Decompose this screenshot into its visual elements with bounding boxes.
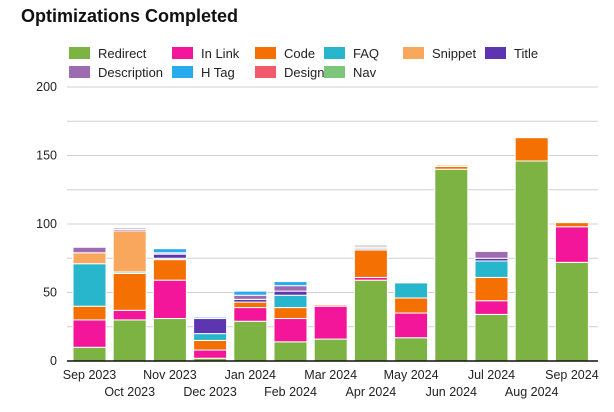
y-tick-label: 50 <box>43 286 57 300</box>
bar-segment-code <box>514 137 549 162</box>
bar-segment-h-tag <box>273 281 308 287</box>
x-tick-label: Aug 2024 <box>505 385 559 399</box>
x-tick-label: Mar 2024 <box>304 368 357 382</box>
legend-label: In Link <box>201 46 240 61</box>
bar-segment-code <box>394 297 429 314</box>
bar-segment-in-link <box>554 226 589 263</box>
x-tick-label: Sep 2024 <box>545 368 599 382</box>
bar-segment-redirect <box>152 318 187 362</box>
y-tick-label: 100 <box>36 217 57 231</box>
legend-swatch-h-tag <box>172 66 193 78</box>
bar-segment-redirect <box>434 168 469 362</box>
legend-label: Nav <box>353 65 377 80</box>
y-tick-label: 0 <box>50 354 57 368</box>
bar-segment-code <box>273 307 308 320</box>
bar-segment-code <box>313 304 348 307</box>
bar-segment-redirect <box>394 337 429 362</box>
legend-swatch-redirect <box>69 47 90 59</box>
legend-swatch-snippet <box>403 47 424 59</box>
bar-segment-in-link <box>72 319 107 348</box>
bar-segment-description <box>474 250 509 259</box>
bar-segment-redirect <box>554 261 589 362</box>
bar-segment-h-tag <box>152 248 187 254</box>
bar-segment-code <box>554 222 589 228</box>
bar-segment-title <box>152 253 187 259</box>
bar-segment-code <box>72 305 107 321</box>
legend-label: Snippet <box>432 46 476 61</box>
bar-segment-code <box>112 272 147 311</box>
bar-segment-snippet <box>434 164 469 167</box>
bar-segment-in-link <box>193 349 228 359</box>
bar-segment-code <box>193 339 228 351</box>
legend-swatch-faq <box>324 47 345 59</box>
legend-label: Design <box>284 65 324 80</box>
legend-swatch-nav <box>324 66 345 78</box>
bar-segment-code <box>353 249 388 278</box>
x-tick-label: May 2024 <box>384 368 439 382</box>
x-tick-label: Jun 2024 <box>426 385 477 399</box>
x-tick-label: Sep 2023 <box>63 368 117 382</box>
legend-label: Title <box>514 46 538 61</box>
x-tick-label: Feb 2024 <box>264 385 317 399</box>
bar-segment-redirect <box>313 338 348 362</box>
bar-segment-redirect <box>273 341 308 362</box>
bar-segment-redirect <box>112 319 147 362</box>
legend-swatch-code <box>255 47 276 59</box>
bar-segment-title <box>273 290 308 296</box>
x-tick-label: Apr 2024 <box>346 385 397 399</box>
bar-segment-in-link <box>273 318 308 343</box>
bar-segment-faq <box>273 294 308 309</box>
bar-segment-nav <box>353 244 388 247</box>
x-tick-label: Dec 2023 <box>183 385 237 399</box>
bar-segment-faq <box>193 333 228 341</box>
bar-segment-in-link <box>152 279 187 320</box>
legend-label: Description <box>98 65 163 80</box>
bar-segment-redirect <box>514 160 549 362</box>
bar-segment-snippet <box>112 230 147 273</box>
bar-segment-in-link <box>474 300 509 315</box>
legend-label: H Tag <box>201 65 235 80</box>
bar-segment-description <box>72 246 107 254</box>
bar-segment-faq <box>394 282 429 299</box>
bar-segment-snippet <box>72 252 107 265</box>
legend-swatch-design <box>255 66 276 78</box>
bar-segment-redirect <box>233 320 268 362</box>
legend-label: FAQ <box>353 46 379 61</box>
bar-segment-h-tag <box>233 290 268 296</box>
bar-segment-description <box>233 294 268 300</box>
legend-swatch-title <box>485 47 506 59</box>
x-tick-label: Nov 2023 <box>143 368 197 382</box>
x-tick-label: Jul 2024 <box>468 368 515 382</box>
y-tick-label: 200 <box>36 80 57 94</box>
legend-label: Code <box>284 46 315 61</box>
legend-label: Redirect <box>98 46 147 61</box>
bar-segment-redirect <box>353 279 388 362</box>
bar-segment-redirect <box>474 313 509 362</box>
x-tick-label: Jan 2024 <box>225 368 276 382</box>
bar-segment-code <box>152 259 187 281</box>
bar-segment-title <box>193 318 228 335</box>
bar-segment-code <box>474 276 509 302</box>
bar-segment-faq <box>474 260 509 278</box>
bar-segment-in-link <box>313 305 348 340</box>
bar-segment-description <box>112 227 147 230</box>
bar-segment-redirect <box>72 346 107 362</box>
bar-segment-faq <box>72 263 107 307</box>
bar-segment-code <box>233 301 268 309</box>
bar-segment-h-tag <box>193 316 228 320</box>
x-tick-label: Oct 2023 <box>104 385 155 399</box>
y-tick-label: 150 <box>36 149 57 163</box>
chart-title: Optimizations Completed <box>21 6 239 26</box>
bar-segment-in-link <box>233 307 268 322</box>
bar-segment-in-link <box>112 309 147 321</box>
legend-swatch-description <box>69 66 90 78</box>
legend-swatch-in-link <box>172 47 193 59</box>
bar-segment-description <box>273 285 308 292</box>
bar-segment-in-link <box>394 312 429 339</box>
